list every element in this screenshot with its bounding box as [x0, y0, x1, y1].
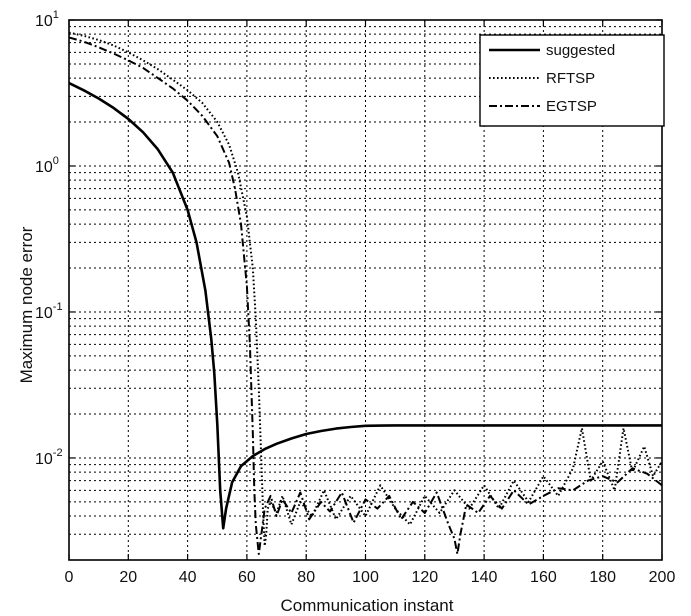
x-tick-label: 40: [179, 569, 197, 586]
x-tick-label: 100: [352, 569, 379, 586]
x-tick-label: 180: [589, 569, 616, 586]
x-tick-label: 140: [471, 569, 498, 586]
x-tick-label: 0: [65, 569, 74, 586]
x-tick-label: 120: [411, 569, 438, 586]
x-tick-label: 60: [238, 569, 256, 586]
legend-label-rftsp: RFTSP: [546, 70, 595, 87]
x-tick-label: 200: [649, 569, 676, 586]
series-line-egtsp: [69, 36, 662, 555]
x-tick-label: 160: [530, 569, 557, 586]
legend-label-suggested: suggested: [546, 42, 615, 59]
series-group: [69, 31, 662, 555]
series-line-suggested: [69, 81, 662, 530]
x-tick-label: 80: [297, 569, 315, 586]
legend-label-egtsp: EGTSP: [546, 98, 597, 115]
x-tick-label: 20: [119, 569, 137, 586]
x-axis-label: Communication instant: [281, 596, 454, 615]
y-axis-label: Maximum node error: [17, 226, 36, 383]
series-line-rftsp: [69, 31, 662, 547]
legend: suggested RFTSP EGTSP: [479, 34, 665, 127]
axis-ticks: 0 20 40 60 80 100 120 140 160 180 20010110010-110-…: [35, 9, 675, 586]
